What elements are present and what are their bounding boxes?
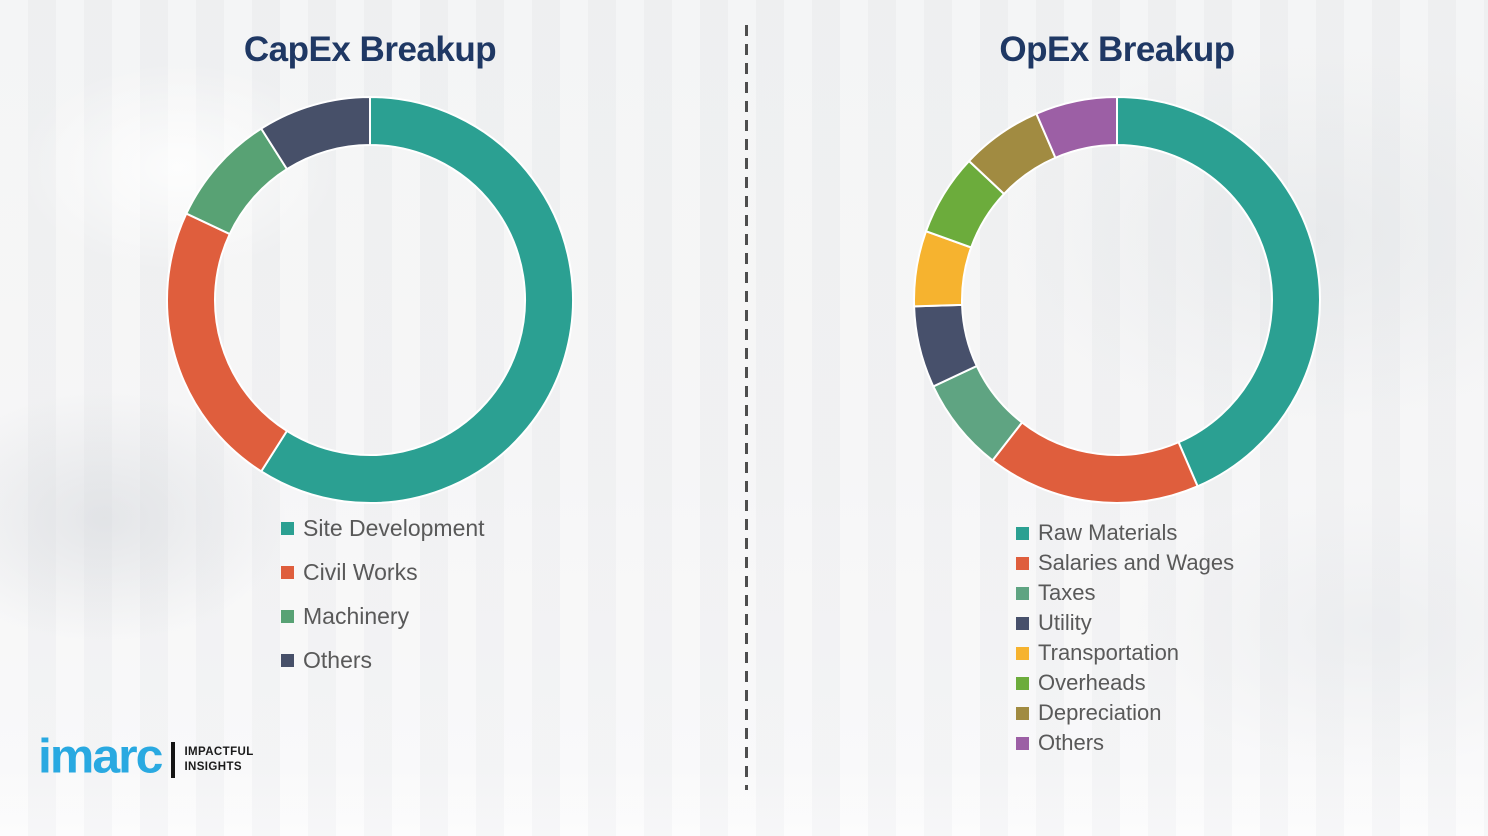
legend-item-others: Others (1016, 728, 1234, 758)
legend-label: Overheads (1038, 670, 1146, 695)
legend-swatch (1016, 586, 1029, 600)
legend-item-depreciation: Depreciation (1016, 698, 1234, 728)
legend-item-raw-materials: Raw Materials (1016, 518, 1234, 548)
legend-item-site-development: Site Development (281, 514, 485, 541)
imarc-tagline-line1: IMPACTFUL (184, 746, 254, 759)
legend-label: Taxes (1038, 580, 1096, 605)
legend-swatch (1016, 616, 1029, 630)
legend-item-transportation: Transportation (1016, 638, 1234, 668)
donut-segment-others (1035, 95, 1118, 160)
opex-donut-svg (913, 95, 1321, 504)
imarc-logo-tagline: IMPACTFUL INSIGHTS (184, 745, 253, 775)
legend-swatch (281, 609, 294, 623)
legend-label: Depreciation (1038, 700, 1162, 725)
opex-legend: Raw Materials Salaries and Wages Taxes Util… (1016, 518, 1234, 758)
legend-swatch (1016, 706, 1029, 720)
capex-chart-title: CapEx Breakup (243, 30, 497, 69)
legend-label: Civil Works (303, 558, 418, 585)
opex-donut-chart (912, 95, 1322, 505)
donut-segment-salaries-and-wages (991, 421, 1199, 504)
legend-swatch (281, 521, 294, 535)
legend-label: Others (303, 646, 373, 673)
legend-item-machinery: Machinery (281, 602, 485, 629)
capex-legend: Site Development Civil Works Machinery Othe… (281, 514, 485, 693)
donut-segment-civil-works (166, 212, 289, 473)
imarc-tagline-line2: INSIGHTS (184, 761, 242, 773)
legend-label: Site Development (303, 514, 485, 541)
vertical-dashed-divider (745, 25, 748, 790)
legend-label: Salaries and Wages (1038, 550, 1235, 575)
donut-segment-others (259, 95, 371, 171)
capex-donut-chart (165, 95, 575, 505)
legend-item-utility: Utility (1016, 608, 1234, 638)
legend-item-salaries-and-wages: Salaries and Wages (1016, 548, 1234, 578)
legend-item-overheads: Overheads (1016, 668, 1234, 698)
legend-item-others: Others (281, 646, 485, 673)
legend-swatch (1016, 556, 1029, 570)
legend-swatch (281, 565, 294, 579)
legend-item-taxes: Taxes (1016, 578, 1234, 608)
legend-label: Others (1038, 730, 1105, 755)
legend-label: Machinery (303, 602, 410, 629)
legend-label: Transportation (1038, 640, 1180, 665)
legend-swatch (1016, 676, 1029, 690)
legend-swatch (1016, 526, 1029, 540)
legend-item-civil-works: Civil Works (281, 558, 485, 585)
imarc-logo: imarc IMPACTFUL INSIGHTS (38, 731, 254, 781)
donut-segment-raw-materials (1116, 95, 1321, 488)
donut-segment-site-development (259, 95, 574, 504)
opex-chart-title: OpEx Breakup (999, 30, 1235, 69)
imarc-logo-wordmark: imarc (38, 729, 163, 783)
legend-swatch (281, 653, 294, 667)
capex-donut-svg (166, 95, 574, 504)
legend-swatch (1016, 736, 1029, 750)
legend-swatch (1016, 646, 1029, 660)
legend-label: Utility (1038, 610, 1092, 635)
imarc-logo-divider-bar (171, 742, 176, 778)
legend-label: Raw Materials (1038, 520, 1178, 545)
